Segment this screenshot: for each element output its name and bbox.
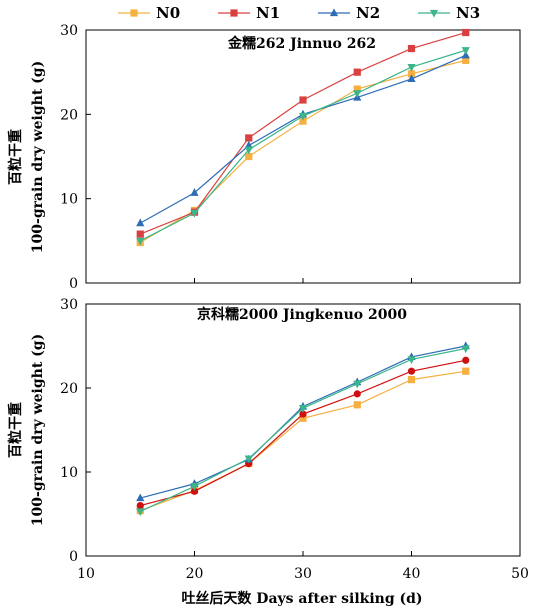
y-axis-label-en-top: 100-grain dry weight (g) xyxy=(30,61,46,253)
data-point-n2 xyxy=(136,218,145,227)
data-point-n0 xyxy=(299,117,307,125)
chart-bottom: 京科糯2000 Jingkenuo 2000 百粒干重 100-grain dr… xyxy=(7,297,529,607)
data-point-n3 xyxy=(190,483,199,491)
data-point-n3 xyxy=(190,209,199,218)
y-tick-label: 0 xyxy=(69,549,78,565)
y-axis-label-en-bottom: 100-grain dry weight (g) xyxy=(30,334,46,526)
data-point-n0 xyxy=(299,414,307,422)
y-axis-top: 0 10 20 30 xyxy=(60,23,521,292)
legend-label: N0 xyxy=(156,4,180,22)
data-point-n1 xyxy=(462,28,470,37)
series-line-n1 xyxy=(140,359,466,507)
legend-item-n2: N2 xyxy=(318,4,380,22)
data-point-n0 xyxy=(353,85,361,93)
data-point-n1 xyxy=(299,410,307,418)
x-axis-label: 吐丝后天数 Days after silking (d) xyxy=(181,590,422,607)
y-tick-label: 10 xyxy=(60,465,78,481)
legend-marker xyxy=(329,8,339,17)
y-tick-label: 20 xyxy=(60,381,78,397)
series-line-n3 xyxy=(139,347,466,513)
series-line-n0 xyxy=(140,370,466,512)
series-n0 xyxy=(136,367,470,515)
series-line-n3 xyxy=(139,49,466,242)
y-axis-bottom: 0 10 20 30 xyxy=(60,297,91,565)
series-n3 xyxy=(136,47,470,246)
data-point-n1 xyxy=(136,230,144,238)
data-point-n1 xyxy=(136,502,144,510)
chart-title-bottom: 京科糯2000 Jingkenuo 2000 xyxy=(197,306,407,323)
legend-marker xyxy=(429,9,439,18)
data-point-n1 xyxy=(245,134,253,142)
x-axis-bottom: 10 20 30 40 50 xyxy=(77,551,529,582)
data-point-n3 xyxy=(461,345,470,354)
legend-item-n3: N3 xyxy=(418,4,480,22)
data-point-n0 xyxy=(407,376,416,384)
y-tick-label: 0 xyxy=(69,276,78,292)
series-layer-top xyxy=(136,28,470,247)
y-tick-label: 20 xyxy=(60,107,78,123)
series-layer-bottom xyxy=(136,341,470,517)
data-point-n3 xyxy=(136,237,145,246)
y-tick-label: 30 xyxy=(60,297,78,313)
data-point-n2 xyxy=(407,74,416,83)
data-point-n3 xyxy=(136,508,145,517)
data-point-n0 xyxy=(462,367,470,375)
x-tick-label: 30 xyxy=(294,566,312,582)
series-n2 xyxy=(136,50,470,227)
series-line-n1 xyxy=(140,31,466,235)
data-point-n3 xyxy=(353,90,362,98)
chart-top: 金糯262 Jinnuo 262 百粒干重 100-grain dry weig… xyxy=(7,23,521,292)
chart-title-top: 金糯262 Jinnuo 262 xyxy=(227,35,376,52)
data-point-n2 xyxy=(190,188,199,196)
series-n3 xyxy=(136,345,470,517)
y-axis-label-cn-bottom: 百粒干重 xyxy=(7,402,24,458)
plot-frame-top xyxy=(85,29,521,284)
x-tick-label: 40 xyxy=(403,566,421,582)
series-n1 xyxy=(136,356,470,510)
legend: N0 N1 N2 N3 xyxy=(118,4,480,22)
series-n1 xyxy=(136,28,470,238)
data-point-n0 xyxy=(407,70,416,78)
legend-marker xyxy=(230,9,238,17)
legend-label: N2 xyxy=(356,4,380,22)
data-point-n3 xyxy=(244,146,253,155)
series-line-n2 xyxy=(140,345,466,499)
data-point-n3 xyxy=(353,380,362,389)
data-point-n3 xyxy=(461,47,470,55)
x-tick-label: 10 xyxy=(77,566,95,582)
legend-marker xyxy=(130,9,138,17)
data-point-n0 xyxy=(245,152,253,161)
legend-item-n0: N0 xyxy=(118,4,180,22)
data-point-n3 xyxy=(244,455,253,464)
data-point-n1 xyxy=(299,96,307,104)
data-point-n1 xyxy=(462,356,470,364)
data-point-n1 xyxy=(407,367,416,375)
data-point-n0 xyxy=(462,56,470,64)
data-point-n1 xyxy=(353,68,361,76)
data-point-n3 xyxy=(407,64,416,72)
data-point-n2 xyxy=(136,493,145,502)
data-point-n1 xyxy=(190,487,199,495)
plot-frame-bottom xyxy=(85,303,521,557)
y-tick-label: 10 xyxy=(60,192,78,208)
legend-label: N3 xyxy=(456,4,480,22)
y-tick-label: 30 xyxy=(60,23,78,39)
x-tick-label: 50 xyxy=(511,566,529,582)
legend-item-n1: N1 xyxy=(218,4,280,22)
series-line-n2 xyxy=(139,54,466,224)
data-point-n3 xyxy=(298,405,308,413)
data-point-n1 xyxy=(353,390,361,398)
data-point-n0 xyxy=(353,401,361,409)
data-point-n3 xyxy=(407,356,416,365)
data-point-n3 xyxy=(298,112,308,121)
x-tick-label: 20 xyxy=(186,566,204,582)
legend-label: N1 xyxy=(256,4,280,22)
y-axis-label-cn-top: 百粒干重 xyxy=(7,129,24,185)
data-point-n1 xyxy=(407,44,416,53)
